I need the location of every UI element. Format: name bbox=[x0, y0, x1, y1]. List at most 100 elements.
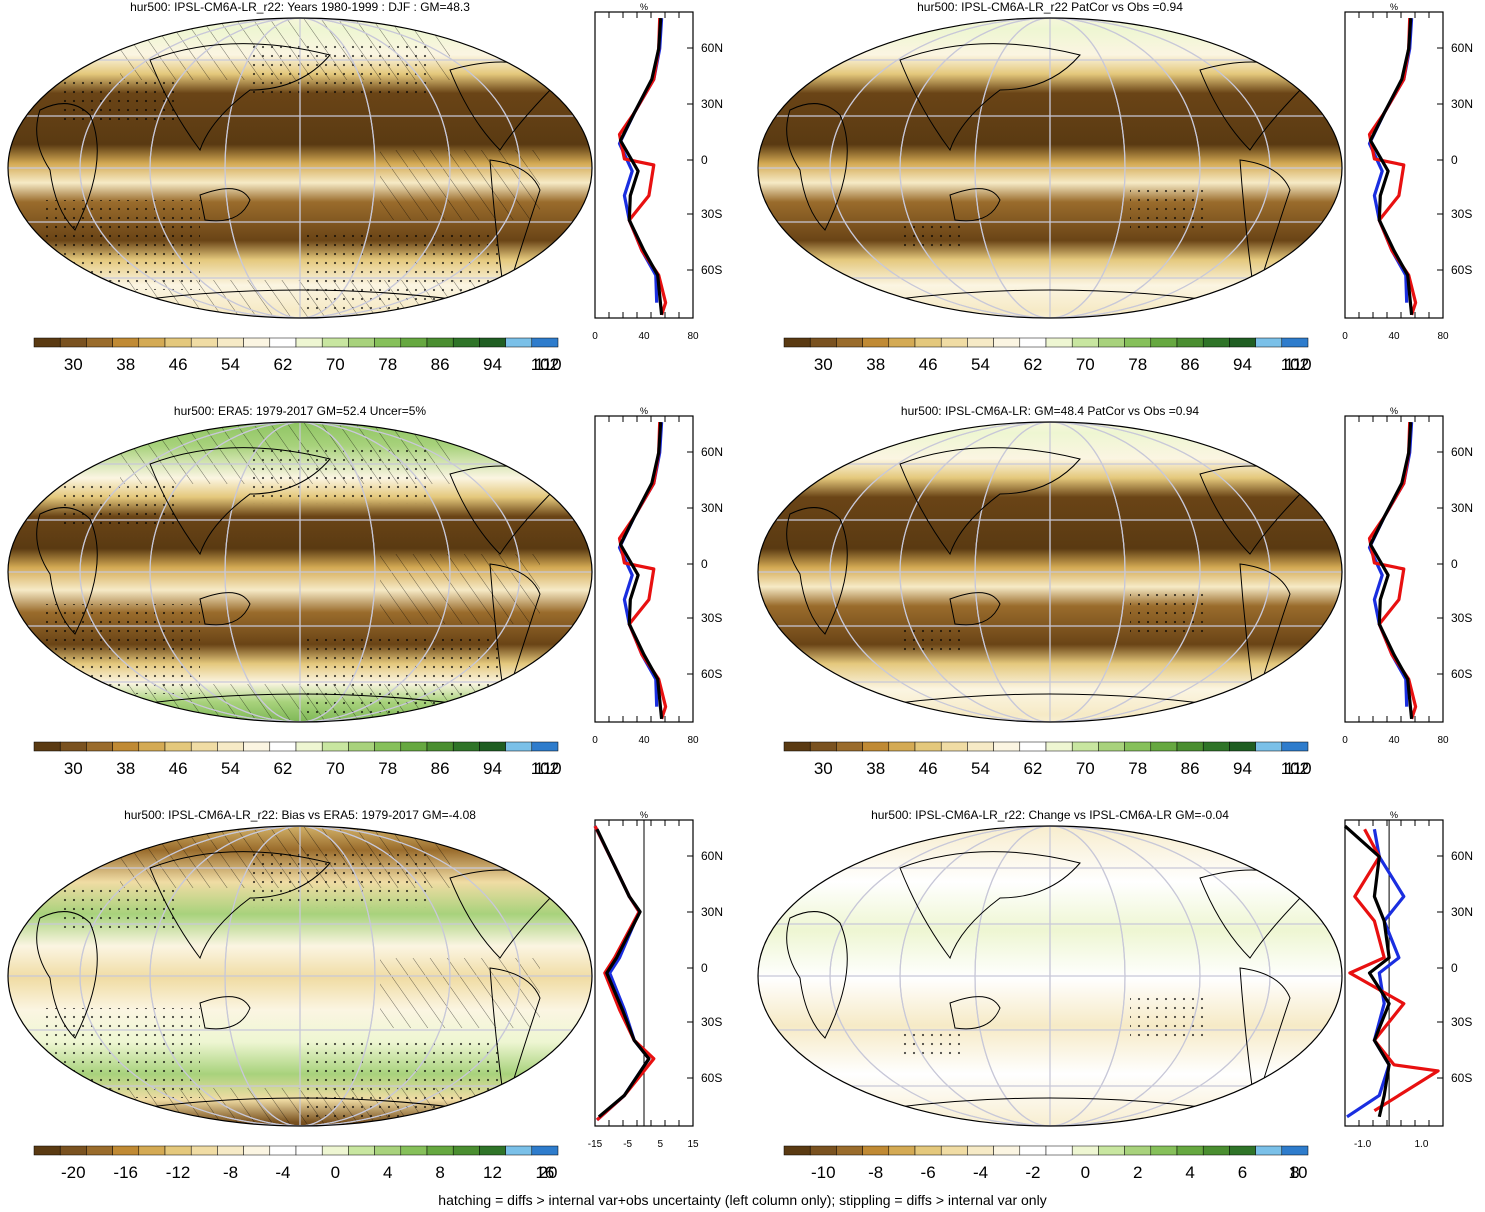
colorbar-swatch bbox=[86, 337, 113, 348]
hatching-area bbox=[380, 958, 540, 1028]
colorbar-swatch bbox=[190, 1145, 218, 1156]
colorbar-swatch bbox=[452, 1145, 480, 1156]
colorbar-swatch bbox=[505, 337, 533, 348]
colorbar-swatch bbox=[1045, 337, 1073, 348]
panel-title: hur500: ERA5: 1979-2017 GM=52.4 Uncer=5% bbox=[173, 404, 427, 418]
figure-footer: hatching = diffs > internal var+obs unce… bbox=[438, 1192, 1047, 1208]
colorbar-swatch bbox=[112, 741, 140, 752]
colorbar-swatch bbox=[967, 741, 994, 752]
colorbar-swatch bbox=[862, 1145, 890, 1156]
colorbar-swatch bbox=[295, 1145, 323, 1156]
colorbar-swatch bbox=[374, 1145, 402, 1156]
colorbar-label: 110 bbox=[534, 759, 561, 778]
longitude-gridline bbox=[224, 18, 376, 318]
profile-line-model bbox=[617, 18, 668, 316]
colorbar-label: 20 bbox=[539, 1163, 558, 1182]
profile-tick-label: 40 bbox=[1388, 735, 1400, 746]
colorbar-label: 54 bbox=[221, 355, 240, 374]
colorbar-swatch bbox=[1150, 337, 1178, 348]
colorbar-label: -16 bbox=[113, 1163, 138, 1182]
colorbar-swatch bbox=[1098, 337, 1125, 348]
latitude-label: 60S bbox=[701, 1071, 722, 1085]
profile-line-obs bbox=[1346, 828, 1406, 1119]
colorbar-label: -8 bbox=[223, 1163, 238, 1182]
colorbar-label: -4 bbox=[275, 1163, 290, 1182]
colorbar-swatch bbox=[1281, 741, 1309, 752]
coastline bbox=[899, 851, 1081, 960]
colorbar-swatch bbox=[426, 741, 454, 752]
latitude-label: 30N bbox=[1451, 97, 1473, 111]
coastline bbox=[199, 592, 251, 626]
coastline bbox=[1239, 159, 1291, 301]
colorbar-label: 94 bbox=[1233, 759, 1252, 778]
latitude-label: 0 bbox=[701, 557, 708, 571]
colorbar-swatch bbox=[190, 741, 218, 752]
coastline bbox=[1239, 563, 1291, 705]
stippling-area bbox=[40, 200, 200, 290]
colorbar-label: 94 bbox=[483, 759, 502, 778]
colorbar-label: 0 bbox=[331, 1163, 340, 1182]
panel-title: hur500: IPSL-CM6A-LR_r22: Change vs IPSL… bbox=[871, 808, 1229, 822]
colorbar-label: 62 bbox=[1023, 355, 1042, 374]
colorbar-swatch bbox=[505, 741, 533, 752]
colorbar-label: 70 bbox=[326, 759, 345, 778]
latitude-label: 30S bbox=[701, 611, 722, 625]
stippling-area bbox=[40, 1008, 200, 1098]
colorbar-swatch bbox=[809, 337, 837, 348]
colorbar-swatch bbox=[1071, 1145, 1099, 1156]
colorbar-swatch bbox=[138, 337, 166, 348]
panel-5: hur500: IPSL-CM6A-LR_r22: Bias vs ERA5: … bbox=[0, 808, 735, 1198]
colorbar-swatch bbox=[836, 337, 863, 348]
colorbar-swatch bbox=[888, 337, 916, 348]
profile-tick-label: 40 bbox=[1388, 331, 1400, 342]
colorbar-label: 46 bbox=[919, 355, 938, 374]
colorbar-label: 78 bbox=[1128, 355, 1147, 374]
colorbar-label: 6 bbox=[1238, 1163, 1247, 1182]
stippling-area bbox=[1130, 594, 1210, 634]
panel-title: hur500: IPSL-CM6A-LR_r22: Years 1980-199… bbox=[130, 0, 470, 14]
coastline bbox=[786, 911, 848, 1039]
colorbar-swatch bbox=[321, 1145, 349, 1156]
longitude-gridline bbox=[224, 826, 376, 1126]
colorbar-swatch bbox=[426, 1145, 454, 1156]
colorbar-swatch bbox=[993, 741, 1021, 752]
colorbar-swatch bbox=[531, 1145, 559, 1156]
colorbar-swatch bbox=[1281, 1145, 1309, 1156]
coastline bbox=[36, 103, 98, 231]
profile-frame bbox=[1344, 415, 1444, 723]
map-field bbox=[8, 422, 592, 722]
colorbar-label: 8 bbox=[1290, 1163, 1299, 1182]
colorbar-swatch bbox=[1176, 741, 1204, 752]
latitude-label: 30N bbox=[701, 905, 723, 919]
hatching-area bbox=[380, 150, 540, 220]
profile-tick-label: 1.0 bbox=[1414, 1139, 1428, 1150]
latitude-label: 30S bbox=[1451, 1015, 1472, 1029]
panel-title: hur500: IPSL-CM6A-LR: GM=48.4 PatCor vs … bbox=[900, 404, 1200, 418]
profile-tick-label: 80 bbox=[1437, 735, 1449, 746]
colorbar-label: 110 bbox=[534, 355, 561, 374]
panel-title: hur500: IPSL-CM6A-LR_r22 PatCor vs Obs =… bbox=[917, 0, 1183, 14]
profile-line-ens bbox=[1343, 824, 1391, 1118]
colorbar-swatch bbox=[940, 741, 968, 752]
colorbar-swatch bbox=[374, 741, 402, 752]
panel-graphic: -10 -8 -6 -4 -2 0 2 4 6 810% -1.0 1.0 60N 30N 0 30S 60S bbox=[757, 810, 1473, 1182]
colorbar-swatch bbox=[479, 1145, 506, 1156]
colorbar-label: 30 bbox=[814, 759, 833, 778]
latitude-label: 60S bbox=[1451, 1071, 1472, 1085]
colorbar-swatch bbox=[452, 337, 480, 348]
colorbar-swatch bbox=[400, 741, 428, 752]
colorbar-label: 54 bbox=[971, 759, 990, 778]
colorbar-swatch bbox=[348, 337, 375, 348]
colorbar-label: 102 bbox=[1281, 355, 1309, 374]
colorbar-label: 12 bbox=[483, 1163, 502, 1182]
colorbar-swatch bbox=[1098, 741, 1125, 752]
colorbar-swatch bbox=[33, 741, 61, 752]
colorbar-swatch bbox=[1281, 337, 1309, 348]
colorbar-swatch bbox=[940, 337, 968, 348]
panel-1: hur500: IPSL-CM6A-LR_r22: Years 1980-199… bbox=[0, 0, 735, 390]
longitude-gridline bbox=[899, 826, 1201, 1126]
colorbar-swatch bbox=[783, 1145, 811, 1156]
